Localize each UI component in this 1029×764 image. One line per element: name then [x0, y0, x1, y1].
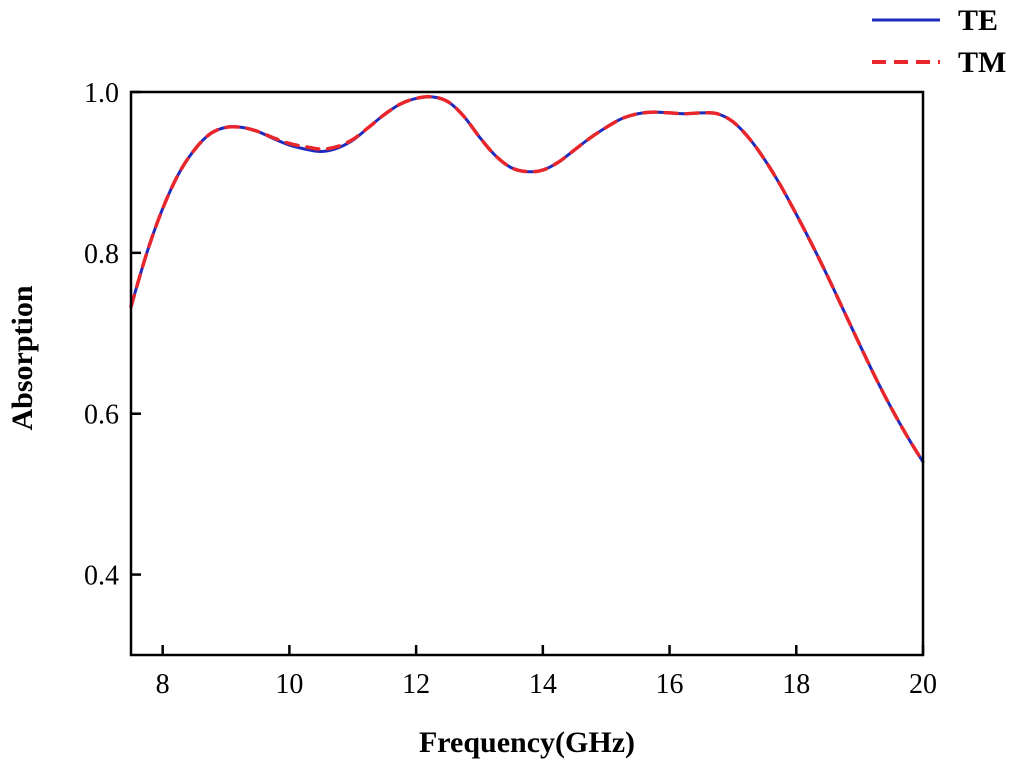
x-tick-label: 20	[909, 669, 937, 700]
series-line-tm	[129, 94, 925, 464]
y-axis-ticks: 0.4 0.6 0.8 1.0	[84, 78, 141, 592]
legend-te-label: TE	[958, 4, 998, 37]
y-tick-label: 0.4	[84, 561, 119, 592]
x-tick-label: 12	[402, 669, 430, 700]
plot-area-frame	[129, 90, 925, 657]
y-axis-title: Absorption	[6, 285, 39, 430]
x-tick-label: 18	[782, 669, 810, 700]
x-axis-title: Frequency(GHz)	[419, 726, 635, 759]
series-line-te	[129, 95, 925, 464]
chart-legend: TE TM	[872, 4, 1006, 79]
y-tick-label: 1.0	[84, 78, 119, 109]
x-axis-ticks: 8 10 12 14 16 18 20	[156, 645, 937, 700]
x-tick-label: 8	[156, 669, 170, 700]
x-tick-label: 10	[275, 669, 303, 700]
x-tick-label: 16	[656, 669, 684, 700]
x-tick-label: 14	[529, 669, 557, 700]
series-layer	[129, 94, 925, 464]
legend-tm-label: TM	[958, 46, 1006, 79]
y-tick-label: 0.8	[84, 239, 119, 270]
y-tick-label: 0.6	[84, 400, 119, 431]
